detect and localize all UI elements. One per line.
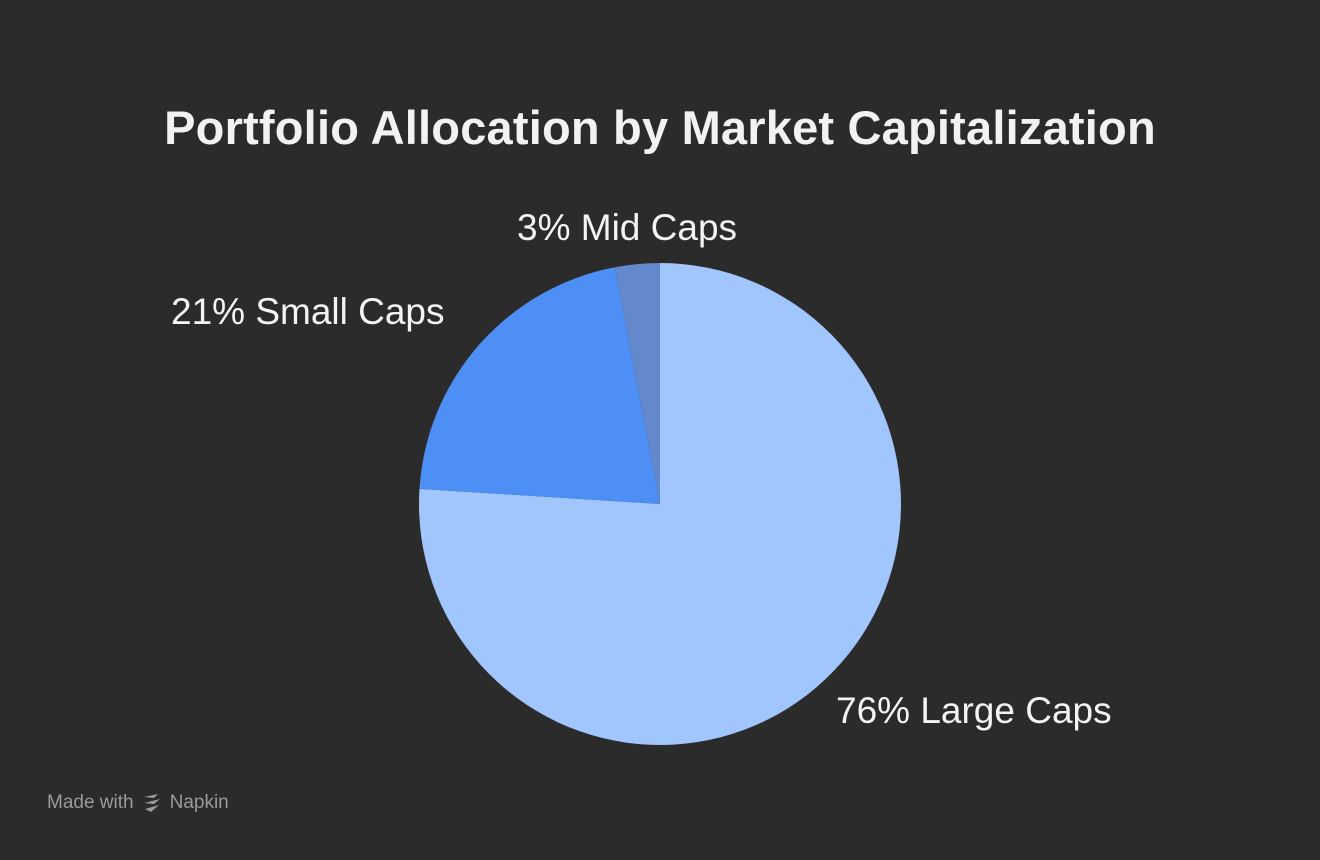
made-with-text: Made with (47, 792, 134, 813)
chart-title: Portfolio Allocation by Market Capitaliz… (164, 101, 1156, 154)
napkin-brand-text: Napkin (169, 792, 229, 813)
made-with-credit: Made with Napkin (47, 792, 229, 814)
slice-label-mid-caps: 3% Mid Caps (517, 207, 738, 248)
pie-slice-small-caps (419, 267, 660, 504)
slice-label-small-caps: 21% Small Caps (171, 291, 445, 332)
slice-label-large-caps: 76% Large Caps (836, 690, 1112, 731)
pie-slice-mid-caps (614, 263, 660, 504)
napkin-logo-icon (141, 792, 163, 814)
